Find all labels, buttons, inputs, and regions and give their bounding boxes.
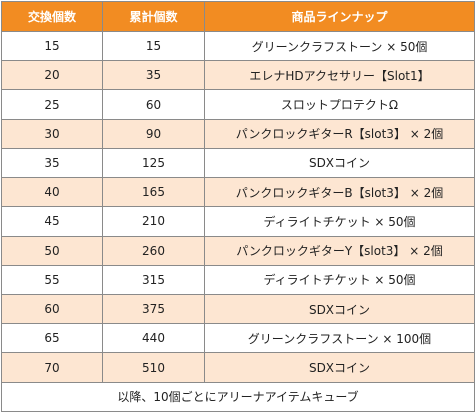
header-exchange-count: 交換個数 <box>1 1 103 32</box>
header-row: 交換個数 累計個数 商品ラインナップ <box>1 1 475 32</box>
footer-note: 以降、10個ごとにアリーナアイテムキューブ <box>1 381 475 413</box>
table-row: 60 375 SDXコイン <box>1 293 475 325</box>
cell-product: SDXコイン <box>204 147 475 179</box>
cell-cumulative-count: 125 <box>102 147 205 179</box>
header-product-lineup: 商品ラインナップ <box>204 1 475 32</box>
cell-product: パンクロックギターB【slot3】 × 2個 <box>204 177 475 208</box>
cell-product: パンクロックギターR【slot3】 × 2個 <box>204 118 475 149</box>
cell-cumulative-count: 210 <box>102 206 205 237</box>
cell-exchange-count: 35 <box>1 147 103 179</box>
cell-product: SDXコイン <box>204 293 475 325</box>
table-row: 65 440 グリーンクラフストーン × 100個 <box>1 323 475 354</box>
cell-product: グリーンクラフストーン × 100個 <box>204 323 475 354</box>
cell-product: スロットプロテクトΩ <box>204 89 475 120</box>
table-body: 15 15 グリーンクラフストーン × 50個 20 35 エレナHDアクセサリ… <box>1 30 475 413</box>
cell-cumulative-count: 440 <box>102 323 205 354</box>
cell-cumulative-count: 510 <box>102 352 205 383</box>
cell-exchange-count: 15 <box>1 30 103 62</box>
table-row: 50 260 パンクロックギターY【slot3】 × 2個 <box>1 235 475 266</box>
table-row: 55 315 ディライトチケット × 50個 <box>1 264 475 295</box>
header-cumulative-count: 累計個数 <box>102 1 205 32</box>
table-row: 15 15 グリーンクラフストーン × 50個 <box>1 30 475 62</box>
table-row: 20 35 エレナHDアクセサリー【Slot1】 <box>1 60 475 91</box>
table-header: 交換個数 累計個数 商品ラインナップ <box>1 1 475 32</box>
table-row: 45 210 ディライトチケット × 50個 <box>1 206 475 237</box>
cell-exchange-count: 55 <box>1 264 103 295</box>
cell-cumulative-count: 315 <box>102 264 205 295</box>
cell-exchange-count: 70 <box>1 352 103 383</box>
cell-exchange-count: 20 <box>1 60 103 91</box>
cell-cumulative-count: 375 <box>102 293 205 325</box>
cell-cumulative-count: 15 <box>102 30 205 62</box>
cell-exchange-count: 40 <box>1 177 103 208</box>
cell-cumulative-count: 90 <box>102 118 205 149</box>
cell-cumulative-count: 260 <box>102 235 205 266</box>
cell-product: パンクロックギターY【slot3】 × 2個 <box>204 235 475 266</box>
cell-cumulative-count: 60 <box>102 89 205 120</box>
cell-cumulative-count: 165 <box>102 177 205 208</box>
cell-exchange-count: 60 <box>1 293 103 325</box>
cell-exchange-count: 30 <box>1 118 103 149</box>
cell-product: グリーンクラフストーン × 50個 <box>204 30 475 62</box>
footer-row: 以降、10個ごとにアリーナアイテムキューブ <box>1 381 475 413</box>
cell-exchange-count: 50 <box>1 235 103 266</box>
cell-cumulative-count: 35 <box>102 60 205 91</box>
cell-exchange-count: 65 <box>1 323 103 354</box>
cell-exchange-count: 25 <box>1 89 103 120</box>
table-row: 40 165 パンクロックギターB【slot3】 × 2個 <box>1 177 475 208</box>
cell-exchange-count: 45 <box>1 206 103 237</box>
cell-product: エレナHDアクセサリー【Slot1】 <box>204 60 475 91</box>
cell-product: SDXコイン <box>204 352 475 383</box>
table-row: 70 510 SDXコイン <box>1 352 475 383</box>
table-row: 35 125 SDXコイン <box>1 147 475 179</box>
table-row: 25 60 スロットプロテクトΩ <box>1 89 475 120</box>
cell-product: ディライトチケット × 50個 <box>204 206 475 237</box>
table-row: 30 90 パンクロックギターR【slot3】 × 2個 <box>1 118 475 149</box>
cell-product: ディライトチケット × 50個 <box>204 264 475 295</box>
